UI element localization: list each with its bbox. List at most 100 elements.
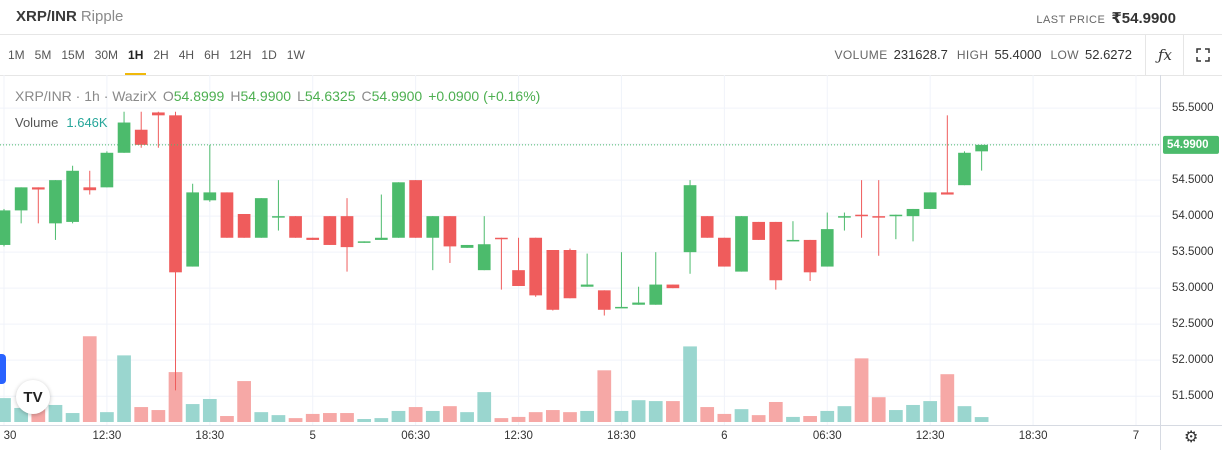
volume-bar (906, 404, 920, 422)
stat-label: LOW (1050, 48, 1079, 62)
ohlc-value: 54.8999 (173, 88, 225, 104)
change: +0.0900 (+0.16%) (428, 88, 541, 104)
stat-value: 52.6272 (1085, 47, 1132, 62)
x-tick-label: 06:30 (401, 430, 430, 442)
stat-value: 55.4000 (994, 47, 1042, 62)
interval-button[interactable]: 5M (34, 48, 52, 62)
volume-bar (117, 355, 131, 422)
symbol: XRP/INR Ripple (16, 8, 123, 25)
interval-button[interactable]: 1H (128, 48, 144, 62)
candle-body (735, 216, 748, 272)
volume-bar (425, 410, 440, 422)
x-tick-label: 12:30 (93, 430, 122, 442)
interval-button[interactable]: 2H (153, 48, 169, 62)
volume-bar (820, 410, 835, 422)
x-tick-label: 7 (1133, 430, 1139, 442)
interval-button[interactable]: 1M (8, 48, 25, 62)
volume-bar (254, 412, 269, 422)
candle-body (340, 216, 354, 248)
candle-body (31, 187, 45, 190)
x-tick-label: 6 (721, 430, 727, 442)
x-tick-label: 12:30 (916, 430, 945, 442)
interval-button[interactable]: 12H (229, 48, 252, 62)
candle-body (152, 112, 165, 116)
candle-body (512, 270, 525, 287)
volume-bar (786, 416, 800, 422)
candle-body (820, 229, 834, 267)
stat-value: 231628.7 (893, 47, 948, 62)
candle-body (169, 115, 182, 273)
volume-bar (957, 406, 972, 422)
volume-bar (854, 358, 869, 422)
volume-legend-name: Volume (15, 115, 59, 130)
candle-body (0, 210, 11, 245)
last-price-tag (1163, 135, 1219, 154)
candle-body (100, 152, 114, 188)
candle-body (786, 239, 800, 242)
volume-bar (768, 401, 783, 422)
candle-body (443, 216, 457, 247)
interval-button[interactable]: 1D (261, 48, 277, 62)
volume-bar (168, 372, 183, 422)
candle-body (940, 192, 954, 195)
volume-bar (340, 413, 354, 422)
candle-body (186, 192, 200, 267)
interval-button[interactable]: 4H (178, 48, 195, 62)
ohlc-label: L (297, 88, 305, 104)
y-tick-label: 54.0000 (1172, 210, 1214, 222)
candle-body (546, 250, 560, 310)
volume-bar (237, 381, 251, 422)
y-tick-label: 53.0000 (1172, 282, 1214, 294)
candle-body (889, 214, 903, 217)
ohlc-label: H (230, 88, 241, 104)
candle-body (306, 237, 320, 240)
interval-button[interactable]: 30M (94, 48, 119, 62)
volume-bar (734, 409, 749, 422)
volume-bar (597, 370, 612, 422)
side-tab[interactable] (0, 354, 6, 384)
candle-body (83, 187, 97, 191)
stat-label: HIGH (956, 48, 989, 62)
candle-body (580, 284, 594, 287)
interval-button[interactable]: 15M (61, 48, 85, 62)
volume-bar (631, 400, 646, 422)
volume-legend-value: 1.646K (66, 115, 108, 130)
settings-button[interactable]: ⚙ (1184, 429, 1199, 446)
fullscreen-button[interactable] (1183, 35, 1222, 75)
volume-bar (974, 417, 989, 422)
volume-bar (357, 419, 372, 422)
ohlc-label: O (162, 88, 174, 104)
y-tick-label: 52.5000 (1172, 318, 1214, 330)
candle-body (66, 170, 79, 222)
volume-bar (494, 418, 509, 422)
volume-bar (648, 401, 663, 422)
y-tick-label: 52.0000 (1172, 354, 1214, 366)
candle-body (272, 216, 285, 218)
candle-body (289, 216, 302, 238)
x-tick-label: 18:30 (607, 430, 636, 442)
candle-body (615, 306, 628, 309)
chart-legend: XRP/INR · 1h · WazirX O54.8999 H54.9900 L54… (15, 88, 540, 104)
x-tick-label: 12:30 (504, 430, 533, 442)
candle-body (872, 216, 886, 218)
candle-body (357, 241, 371, 243)
interval-button[interactable]: 6H (204, 48, 220, 62)
tv-logo[interactable]: TV (16, 380, 50, 414)
candle-body (254, 198, 268, 238)
indicator-button[interactable]: ƒx (1145, 35, 1184, 75)
candle-body (49, 180, 62, 224)
volume-bar (443, 406, 457, 422)
x-tick-label: 18:30 (1019, 430, 1048, 442)
candle-body (666, 284, 680, 289)
x-tick-label: 30 (4, 430, 17, 442)
ohlc-value: 54.9900 (371, 88, 423, 104)
y-tick-label: 51.5000 (1172, 390, 1214, 402)
stat-label: VOLUME (834, 48, 888, 62)
volume-bar (100, 412, 114, 422)
volume-bar (683, 346, 697, 422)
volume-bar (305, 413, 320, 422)
volume-bar (460, 412, 474, 422)
candle-body (683, 185, 697, 253)
interval-button[interactable]: 1W (286, 48, 305, 62)
symbol-code: XRP/INR (16, 8, 77, 25)
